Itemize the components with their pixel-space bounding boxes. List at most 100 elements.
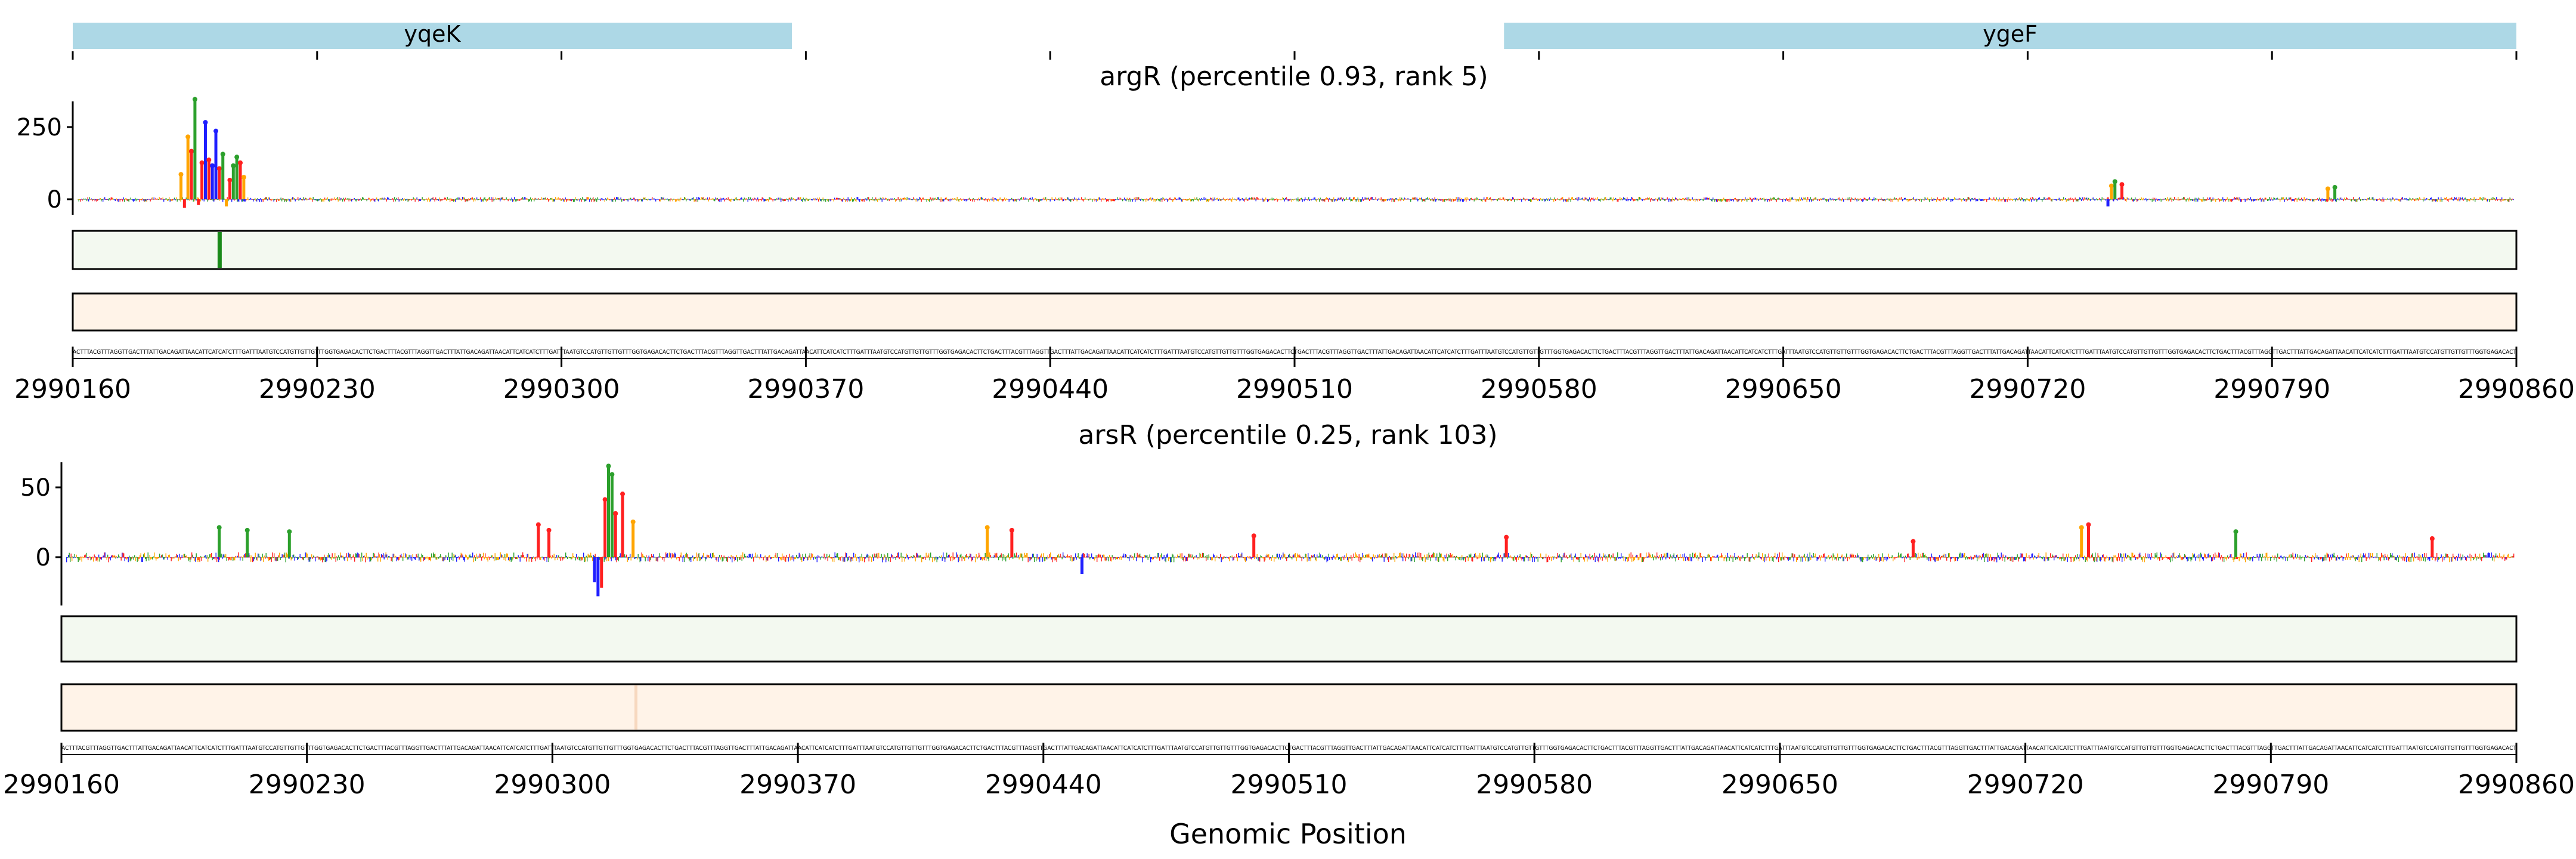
noise-bar	[625, 199, 626, 200]
noise-bar	[1796, 557, 1797, 562]
noise-bar	[1894, 197, 1895, 200]
noise-bar	[442, 199, 444, 200]
noise-bar	[112, 555, 113, 558]
noise-bar	[781, 557, 782, 561]
noise-bar	[645, 557, 646, 562]
noise-bar	[1993, 557, 1995, 562]
noise-bar	[1284, 554, 1286, 558]
noise-bar	[829, 554, 830, 558]
noise-bar	[1490, 197, 1491, 200]
noise-bar	[1259, 199, 1260, 200]
noise-bar	[1358, 199, 1360, 202]
noise-bar	[1315, 557, 1317, 561]
noise-bar	[1082, 553, 1083, 558]
noise-bar	[1532, 197, 1534, 200]
noise-bar	[2238, 199, 2240, 201]
noise-bar	[705, 198, 707, 200]
noise-bar	[2296, 199, 2298, 202]
noise-bar	[1568, 557, 1569, 558]
noise-bar	[293, 554, 295, 558]
noise-bar	[151, 557, 152, 559]
noise-bar	[606, 199, 607, 201]
noise-bar	[641, 199, 642, 202]
noise-bar	[1058, 199, 1060, 201]
noise-bar	[1176, 557, 1177, 558]
noise-bar	[1426, 198, 1428, 200]
noise-bar	[2472, 199, 2473, 200]
noise-bar	[1517, 555, 1518, 558]
noise-bar	[572, 199, 573, 200]
noise-bar	[312, 197, 314, 200]
noise-bar	[2106, 198, 2107, 200]
noise-bar	[1187, 557, 1188, 561]
noise-bar	[163, 557, 165, 560]
noise-bar	[1467, 557, 1469, 561]
noise-bar	[1286, 197, 1287, 200]
noise-bar	[2405, 197, 2407, 200]
noise-bar	[1996, 557, 1998, 563]
noise-bar	[895, 199, 896, 202]
noise-bar	[2151, 199, 2153, 202]
x-tick-label: 2990720	[1969, 374, 2086, 404]
noise-bar	[1120, 198, 1122, 200]
noise-bar	[251, 199, 252, 200]
noise-bar	[737, 557, 738, 562]
noise-bar	[1449, 555, 1450, 558]
noise-bar	[2333, 199, 2334, 201]
noise-bar	[1219, 557, 1220, 559]
noise-bar	[2183, 197, 2184, 200]
noise-bar	[1922, 552, 1923, 558]
noise-bar	[174, 197, 175, 200]
noise-bar	[728, 557, 729, 558]
noise-bar	[470, 198, 471, 200]
noise-bar	[968, 555, 970, 558]
noise-bar	[1593, 557, 1594, 561]
noise-bar	[1692, 552, 1693, 558]
noise-bar	[1696, 199, 1698, 201]
noise-bar	[462, 197, 463, 200]
noise-bar	[2202, 199, 2203, 202]
noise-bar	[1583, 557, 1584, 560]
noise-bar	[1244, 557, 1245, 561]
noise-bar	[1887, 198, 1888, 200]
noise-bar	[1287, 199, 1289, 202]
noise-bar	[496, 198, 497, 200]
noise-bar	[2396, 198, 2397, 200]
x-tick-label: 2990370	[747, 374, 864, 404]
noise-bar	[1590, 199, 1591, 202]
noise-bar	[1592, 198, 1593, 200]
noise-bar	[1807, 557, 1809, 562]
noise-bar	[1998, 199, 1999, 202]
noise-bar	[120, 199, 122, 200]
noise-bar	[1556, 557, 1558, 559]
noise-bar	[669, 552, 670, 558]
noise-bar	[1995, 199, 1996, 201]
noise-bar	[1845, 199, 1846, 200]
noise-bar	[780, 557, 781, 560]
noise-bar	[649, 557, 651, 562]
noise-bar	[555, 197, 556, 200]
noise-bar	[1417, 556, 1419, 558]
noise-bar	[1369, 199, 1370, 202]
noise-bar	[1826, 557, 1828, 560]
noise-bar	[553, 554, 555, 558]
noise-bar	[273, 557, 274, 558]
noise-bar	[378, 199, 379, 202]
noise-bar	[2346, 198, 2348, 200]
noise-bar	[693, 199, 695, 202]
peak-marker	[227, 177, 233, 183]
noise-bar	[1769, 199, 1770, 202]
noise-bar	[2349, 199, 2351, 200]
noise-bar	[1292, 199, 1293, 200]
noise-bar	[999, 555, 1000, 558]
noise-bar	[310, 197, 311, 200]
noise-bar	[1657, 199, 1658, 202]
noise-bar	[767, 199, 768, 200]
noise-bar	[848, 557, 849, 561]
noise-bar	[1746, 557, 1747, 558]
noise-bar	[1828, 199, 1829, 202]
noise-bar	[800, 197, 801, 200]
noise-bar	[2438, 197, 2439, 200]
noise-bar	[1875, 557, 1877, 561]
